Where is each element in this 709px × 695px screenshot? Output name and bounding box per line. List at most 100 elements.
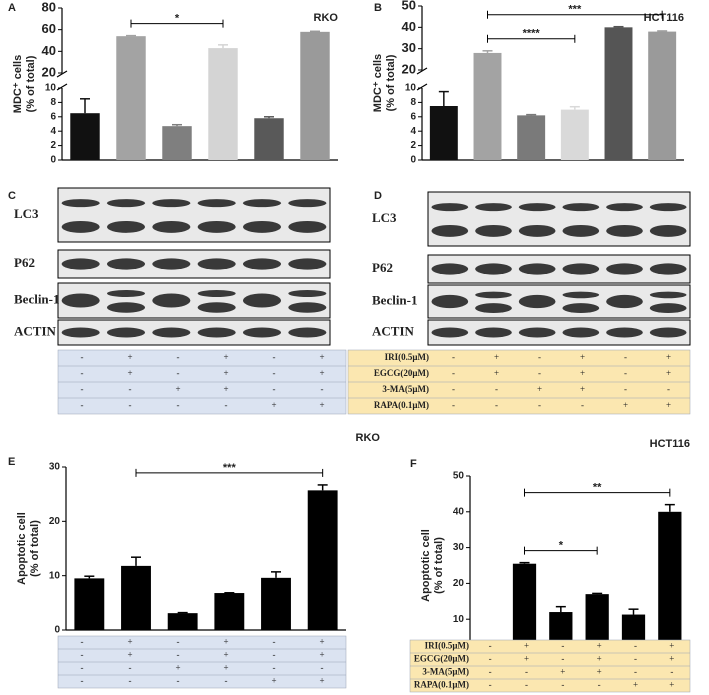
treatment-sign: -: [81, 384, 84, 394]
treatment-sign: +: [666, 400, 671, 410]
bar: [604, 27, 633, 161]
bar: [473, 52, 502, 160]
treatment-sign: +: [669, 654, 674, 664]
blot-band: [475, 203, 512, 212]
treatment-sign: -: [525, 680, 528, 690]
y-tick-label: 10: [45, 83, 57, 94]
axis-break: [416, 67, 428, 75]
blot-band: [106, 290, 146, 297]
y-tick-label: 30: [402, 40, 416, 55]
treatment-sign: +: [580, 352, 585, 362]
sig-label: *: [175, 13, 180, 25]
treatment-sign: -: [81, 352, 84, 362]
axis-break: [56, 83, 68, 91]
y-axis-label-sub: (% of total): [385, 54, 397, 111]
treatment-sign: +: [223, 368, 228, 378]
treatment-sign: -: [177, 676, 180, 686]
treatment-sign: -: [177, 352, 180, 362]
treatment-sign: +: [580, 384, 585, 394]
y-axis-label: Apoptotic cell: [420, 529, 432, 602]
panel-label: C: [8, 190, 16, 202]
blot-band: [288, 199, 327, 208]
treatment-sign: -: [634, 667, 637, 677]
y-tick-label: 40: [42, 43, 56, 58]
panel-label: A: [8, 2, 16, 14]
treatment-sign: -: [670, 667, 673, 677]
blot-band: [197, 327, 236, 338]
chart-title: RKO: [314, 12, 339, 24]
y-axis-label: MDC⁺ cells: [372, 54, 384, 112]
treatment-sign: +: [271, 400, 276, 410]
blot-band: [242, 327, 282, 338]
treatment-sign: +: [319, 650, 324, 660]
blot-band: [562, 203, 600, 212]
treatment-sign: -: [81, 368, 84, 378]
treatment-sign: -: [489, 641, 492, 651]
treatment-sign: -: [225, 676, 228, 686]
treatment-label: RAPA(0.1μM): [374, 400, 429, 410]
chart-title: RKO: [356, 432, 381, 444]
y-tick-label: 6: [50, 111, 56, 122]
treatment-label: RAPA(0.1μM): [414, 680, 469, 690]
blot-band: [518, 203, 556, 212]
treatment-sign: +: [494, 352, 499, 362]
blot-band: [106, 199, 146, 208]
treatment-sign: +: [223, 663, 228, 673]
blot-band: [288, 302, 327, 313]
blot-band: [649, 263, 687, 275]
treatment-sign: -: [634, 641, 637, 651]
treatment-sign: +: [223, 637, 228, 647]
treatment-label: 3-MA(5μM): [382, 384, 429, 394]
treatment-label: 3-MA(5μM): [422, 667, 469, 677]
treatment-sign: -: [225, 400, 228, 410]
protein-label: P62: [372, 260, 393, 275]
treatment-sign: -: [538, 352, 541, 362]
treatment-sign: +: [580, 368, 585, 378]
y-tick-label: 50: [402, 0, 416, 12]
axis-break: [56, 70, 68, 78]
bar: [429, 106, 458, 160]
panel-label: B: [374, 2, 382, 14]
treatment-sign: +: [127, 368, 132, 378]
protein-label: ACTIN: [14, 323, 57, 338]
treatment-sign: +: [560, 667, 565, 677]
protein-label: P62: [14, 255, 35, 270]
y-tick-label: 20: [49, 516, 61, 527]
bar: [560, 109, 589, 160]
bar: [167, 613, 198, 630]
treatment-sign: +: [669, 641, 674, 651]
blot-band: [431, 224, 469, 237]
treatment-sign: +: [597, 667, 602, 677]
panel-label: F: [410, 458, 417, 470]
treatment-sign: -: [452, 384, 455, 394]
treatment-sign: -: [321, 384, 324, 394]
blot-band: [606, 327, 643, 338]
treatment-label: IRI(0.5μM): [425, 641, 469, 651]
blot-band: [562, 327, 600, 338]
blot-strip: [427, 254, 691, 284]
y-tick-label: 50: [453, 471, 465, 482]
treatment-sign: -: [452, 352, 455, 362]
blot-band: [152, 293, 191, 308]
sig-label: *: [559, 540, 564, 552]
y-axis-label-sub: (% of total): [25, 55, 37, 112]
sig-label: ***: [568, 4, 582, 16]
blot-band: [606, 224, 643, 237]
treatment-sign: +: [175, 663, 180, 673]
blot-band: [518, 263, 556, 275]
treatment-sign: -: [624, 384, 627, 394]
y-tick-label: 4: [50, 126, 56, 137]
blot-strip: [57, 187, 331, 243]
treatment-sign: -: [581, 400, 584, 410]
blot-strip: [427, 284, 691, 319]
protein-label: ACTIN: [372, 323, 415, 338]
treatment-sign: -: [81, 400, 84, 410]
treatment-sign: -: [81, 676, 84, 686]
treatment-sign: -: [273, 663, 276, 673]
blot-band: [562, 291, 600, 299]
chart-title: HCT116: [650, 438, 690, 450]
blot-strip: [57, 282, 331, 319]
blot-band: [649, 303, 687, 314]
bar: [517, 115, 546, 160]
blot-band: [475, 224, 512, 237]
